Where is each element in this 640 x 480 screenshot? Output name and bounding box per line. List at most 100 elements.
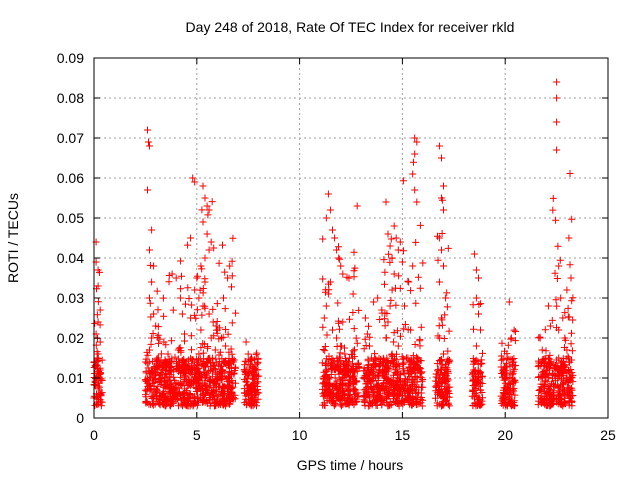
data-point (210, 361, 218, 369)
data-point (226, 262, 234, 270)
data-point (248, 374, 256, 382)
data-point (184, 284, 192, 292)
data-point (561, 361, 569, 369)
data-point (436, 374, 444, 382)
data-point (204, 344, 212, 352)
data-point (399, 400, 407, 408)
data-point (242, 338, 250, 346)
data-point (338, 402, 345, 410)
data-point (385, 250, 393, 258)
data-point (365, 322, 372, 330)
data-point (244, 390, 252, 398)
data-point (353, 397, 361, 405)
data-point (150, 377, 158, 385)
data-point (475, 301, 483, 308)
data-point (141, 376, 149, 384)
data-point (331, 234, 339, 242)
data-point (557, 396, 565, 404)
data-point (499, 355, 507, 363)
data-point (536, 394, 544, 402)
data-point (499, 366, 507, 374)
data-point (323, 392, 331, 400)
data-point (94, 298, 102, 306)
y-tick-label: 0.05 (57, 210, 84, 226)
data-point (198, 265, 206, 273)
data-point (556, 256, 564, 264)
data-point (326, 206, 334, 214)
data-point (398, 353, 406, 361)
data-point (400, 398, 408, 406)
data-point (322, 302, 330, 310)
data-point (345, 401, 353, 409)
data-point (221, 305, 229, 313)
data-point (248, 394, 256, 402)
data-point (433, 370, 441, 378)
data-point (232, 379, 239, 387)
y-tick-label: 0.03 (57, 290, 84, 306)
data-point (94, 382, 102, 390)
data-point (344, 400, 352, 408)
data-point (331, 374, 339, 382)
data-point (191, 358, 199, 366)
data-point (194, 272, 202, 280)
data-point (553, 275, 561, 282)
data-point (551, 372, 559, 380)
data-point (335, 254, 343, 262)
data-point (563, 346, 571, 354)
data-point (378, 306, 386, 314)
data-point (371, 361, 379, 369)
data-point (94, 266, 102, 274)
data-point (320, 399, 328, 407)
data-point (91, 401, 99, 409)
data-point (470, 325, 477, 333)
data-point (568, 297, 576, 305)
data-point (369, 389, 377, 397)
data-point (175, 402, 182, 410)
data-point (411, 341, 419, 348)
data-point (470, 366, 478, 374)
data-point (565, 394, 573, 402)
data-point (546, 351, 554, 359)
data-point (339, 318, 347, 326)
data-point (383, 310, 391, 318)
data-point (561, 309, 569, 317)
data-point (242, 395, 250, 403)
data-point (222, 326, 230, 333)
data-point (432, 394, 439, 402)
data-point (477, 300, 485, 308)
data-point (226, 378, 234, 386)
data-point (227, 388, 235, 396)
data-point (176, 363, 184, 371)
data-point (334, 299, 342, 307)
data-point (351, 386, 359, 394)
data-point (210, 383, 218, 391)
data-point (557, 294, 565, 302)
data-point (174, 355, 182, 363)
data-point (374, 294, 382, 302)
data-point (174, 390, 182, 398)
data-point (142, 355, 150, 363)
data-point (558, 368, 566, 376)
data-point (435, 386, 443, 394)
data-point (546, 322, 554, 330)
data-point (390, 270, 398, 278)
data-point (387, 387, 395, 395)
data-point (438, 194, 445, 202)
data-point (326, 381, 334, 389)
data-point (540, 396, 548, 404)
chart-title: Day 248 of 2018, Rate Of TEC Index for r… (186, 19, 515, 35)
data-point (142, 386, 150, 394)
data-point (191, 286, 199, 294)
data-point (329, 326, 336, 334)
data-point (439, 371, 447, 379)
data-point (547, 359, 555, 367)
data-point (349, 374, 357, 382)
data-point (511, 402, 519, 410)
data-point (209, 318, 217, 326)
data-point (559, 314, 567, 322)
data-point (544, 302, 552, 310)
data-point (561, 390, 569, 398)
data-point (407, 326, 415, 334)
data-point (229, 234, 237, 242)
data-point (166, 390, 174, 398)
